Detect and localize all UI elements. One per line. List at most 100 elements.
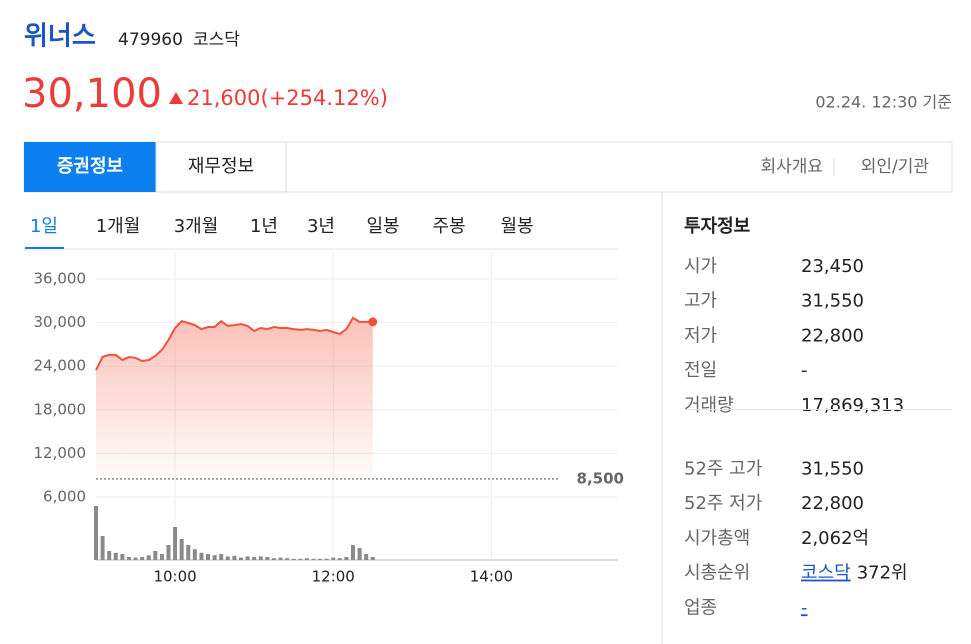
info-label: 저가 bbox=[684, 325, 717, 346]
volume-bar bbox=[219, 554, 224, 560]
y-tick-label: 6,000 bbox=[43, 488, 86, 506]
volume-bar bbox=[146, 555, 151, 560]
volume-bar bbox=[225, 556, 230, 560]
tab[interactable]: 재무정보 bbox=[188, 156, 254, 177]
volume-bar bbox=[107, 551, 112, 560]
volume-bar bbox=[212, 555, 217, 560]
info-title: 투자정보 bbox=[684, 216, 750, 237]
reference-label: 8,500 bbox=[577, 469, 624, 487]
info-value: 23,450 bbox=[801, 256, 864, 277]
y-tick-label: 18,000 bbox=[34, 400, 87, 418]
volume-bar bbox=[179, 539, 184, 560]
volume-bar bbox=[192, 549, 197, 560]
info-value: 31,550 bbox=[801, 459, 864, 480]
info-value: - bbox=[801, 360, 808, 381]
period-tab[interactable]: 1년 bbox=[250, 216, 278, 237]
volume-bar bbox=[324, 558, 329, 560]
volume-bar bbox=[173, 527, 178, 560]
y-tick-label: 30,000 bbox=[34, 313, 87, 331]
period-tab[interactable]: 1일 bbox=[30, 216, 58, 237]
volume-bar bbox=[357, 548, 362, 560]
stock-name: 위너스 bbox=[24, 22, 96, 52]
volume-bar bbox=[364, 554, 369, 560]
tab[interactable]: 증권정보 bbox=[57, 156, 123, 177]
volume-bar bbox=[344, 557, 349, 560]
info-link[interactable]: - bbox=[801, 597, 808, 618]
volume-bar bbox=[199, 552, 204, 560]
period-tab[interactable]: 일봉 bbox=[366, 216, 399, 237]
link[interactable]: 회사개요 bbox=[760, 157, 823, 177]
info-label: 52주 고가 bbox=[684, 459, 762, 480]
up-icon bbox=[169, 92, 183, 104]
y-tick-label: 24,000 bbox=[34, 357, 87, 375]
volume-bar bbox=[94, 506, 98, 560]
volume-bar bbox=[120, 554, 125, 560]
volume-bar bbox=[331, 557, 336, 560]
info-value: 2,062억 bbox=[801, 528, 869, 549]
price-line bbox=[95, 316, 373, 371]
volume-bar bbox=[113, 552, 118, 560]
x-tick-label: 10:00 bbox=[153, 568, 196, 586]
info-value: 22,800 bbox=[801, 325, 864, 346]
timestamp: 02.24. 12:30 기준 bbox=[815, 93, 952, 112]
y-tick-label: 12,000 bbox=[34, 444, 87, 462]
market: 코스닥 bbox=[193, 30, 240, 50]
volume-bar bbox=[337, 558, 342, 560]
x-tick-label: 12:00 bbox=[312, 568, 355, 586]
volume-bar bbox=[252, 557, 257, 560]
price-change: 21,600(+254.12%) bbox=[187, 86, 388, 110]
volume-bar bbox=[238, 557, 243, 560]
info-value: 31,550 bbox=[801, 291, 864, 312]
price-area bbox=[96, 317, 373, 479]
info-value: 22,800 bbox=[801, 493, 864, 514]
info-label: 52주 저가 bbox=[684, 493, 762, 514]
x-tick-label: 14:00 bbox=[470, 568, 513, 586]
tab-active-bg bbox=[24, 142, 156, 192]
info-value: 17,869,313 bbox=[801, 395, 904, 416]
info-label: 시총순위 bbox=[684, 563, 750, 584]
volume-bar bbox=[206, 554, 211, 560]
period-tab[interactable]: 주봉 bbox=[432, 216, 465, 237]
last-point bbox=[368, 317, 378, 327]
period-tab[interactable]: 1개월 bbox=[96, 216, 141, 237]
info-label: 시가총액 bbox=[684, 528, 750, 549]
volume-bar bbox=[186, 545, 191, 560]
volume-bar bbox=[265, 557, 270, 560]
link[interactable]: 외인/기관 bbox=[861, 157, 929, 177]
volume-bar bbox=[351, 545, 355, 560]
volume-bar bbox=[311, 558, 316, 560]
price: 30,100 bbox=[22, 71, 162, 117]
volume-bar bbox=[100, 536, 105, 560]
volume-bar bbox=[318, 558, 323, 560]
volume-bar bbox=[126, 557, 131, 560]
volume-bar bbox=[370, 557, 375, 560]
info-label: 고가 bbox=[684, 291, 717, 312]
volume-bar bbox=[232, 555, 237, 560]
volume-bar bbox=[278, 557, 283, 560]
volume-bar bbox=[304, 558, 309, 560]
volume-bar bbox=[166, 545, 171, 560]
period-tab[interactable]: 3개월 bbox=[174, 216, 219, 237]
volume-bar bbox=[258, 556, 263, 560]
period-tab[interactable]: 3년 bbox=[307, 216, 335, 237]
volume-bar bbox=[298, 558, 303, 560]
info-link[interactable]: 코스닥 bbox=[801, 563, 851, 584]
volume-bar bbox=[140, 557, 145, 560]
volume-bar bbox=[153, 551, 158, 560]
info-label: 전일 bbox=[684, 360, 717, 381]
stock-code: 479960 bbox=[118, 30, 183, 50]
volume-bar bbox=[271, 558, 276, 560]
period-tab[interactable]: 월봉 bbox=[500, 216, 533, 237]
volume-bar bbox=[285, 558, 290, 560]
y-tick-label: 36,000 bbox=[34, 270, 87, 288]
info-label: 거래량 bbox=[684, 395, 734, 416]
volume-bar bbox=[133, 557, 138, 560]
info-label: 업종 bbox=[684, 597, 717, 618]
tab-bg bbox=[155, 141, 287, 193]
info-label: 시가 bbox=[684, 256, 717, 277]
volume-bar bbox=[291, 558, 296, 560]
volume-bar bbox=[245, 556, 250, 560]
info-value: 372위 bbox=[857, 563, 908, 584]
volume-bar bbox=[159, 554, 164, 560]
